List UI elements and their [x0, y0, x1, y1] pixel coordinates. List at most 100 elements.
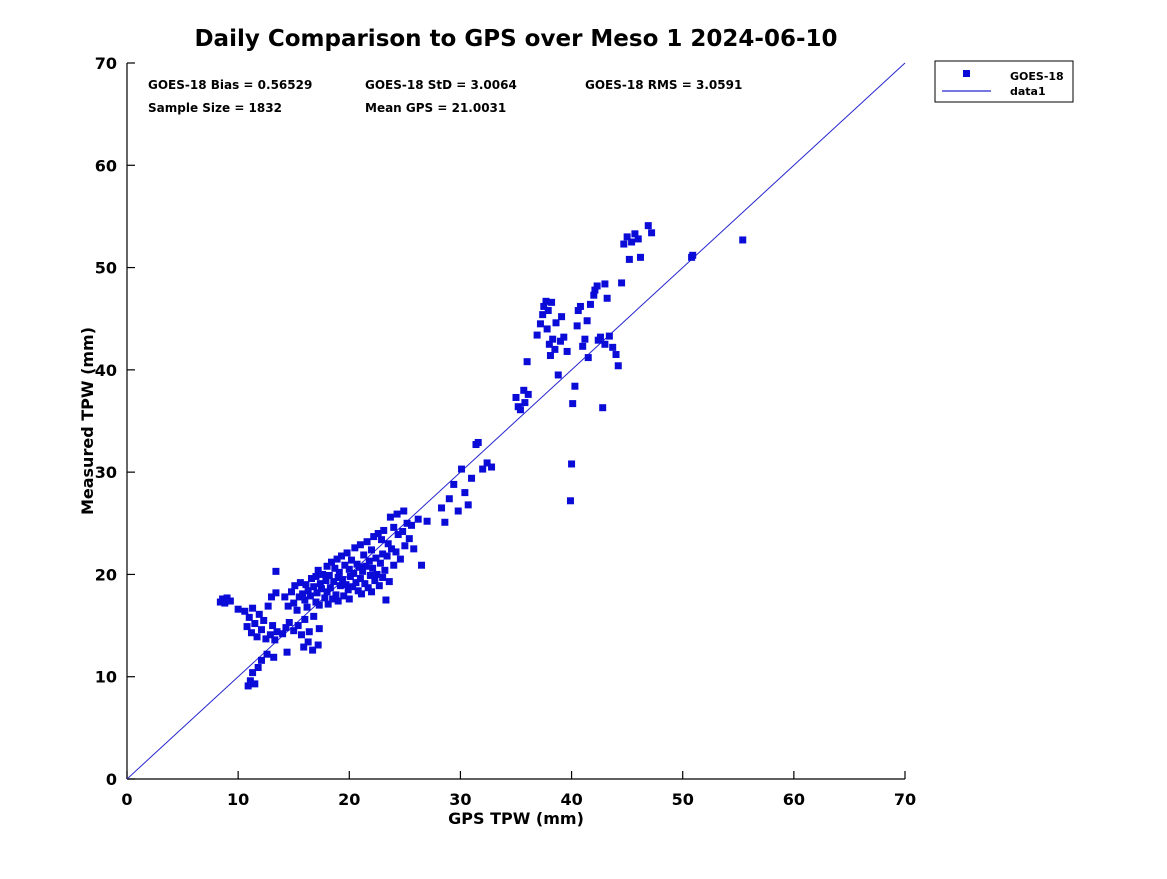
scatter-point [260, 616, 268, 624]
scatter-point [266, 631, 274, 639]
scatter-point [631, 230, 639, 238]
scatter-point [379, 550, 387, 558]
scatter-point [400, 507, 408, 515]
scatter-point [297, 631, 305, 639]
scatter-point [548, 298, 556, 306]
scatter-point [323, 562, 331, 570]
scatter-point [315, 625, 323, 633]
scatter-point [310, 583, 318, 591]
scatter-point [359, 567, 367, 575]
scatter-point [226, 597, 234, 605]
scatter-point [388, 545, 396, 553]
scatter-point [536, 320, 544, 328]
scatter-point [458, 465, 466, 473]
scatter-point [552, 319, 560, 327]
scatter-point [352, 579, 360, 587]
scatter-point [540, 302, 548, 310]
scatter-point [648, 229, 656, 237]
scatter-point [628, 238, 636, 246]
scatter-point [689, 251, 697, 259]
scatter-point [390, 561, 398, 569]
y-tick-label: 60 [95, 156, 117, 175]
scatter-point [601, 340, 609, 348]
scatter-point [563, 347, 571, 355]
scatter-point [365, 557, 373, 565]
scatter-point [368, 546, 376, 554]
identity-line [126, 62, 906, 780]
scatter-point [380, 526, 388, 534]
scatter-point [351, 544, 359, 552]
stat-std: GOES-18 StD = 3.0064 [365, 78, 517, 92]
legend-marker-goes18 [963, 70, 970, 77]
scatter-point [263, 650, 271, 658]
scatter-point [569, 400, 577, 408]
scatter-point [381, 566, 389, 574]
scatter-point [251, 680, 259, 688]
axes: 0 10 20 30 40 50 60 70 0 10 20 30 40 50 60 70 [95, 54, 916, 809]
scatter-point [603, 294, 611, 302]
scatter-point [450, 480, 458, 488]
scatter-point [287, 588, 295, 596]
scatter-point [583, 317, 591, 325]
scatter-point [271, 636, 279, 644]
scatter-point [488, 463, 496, 471]
scatter-point [376, 559, 384, 567]
scatter-point [556, 337, 564, 345]
scatter-point [316, 580, 324, 588]
scatter-point [408, 521, 416, 529]
scatter-point [512, 393, 520, 401]
scatter-point [244, 682, 252, 690]
scatter-point [520, 386, 528, 394]
scatter-point [599, 404, 607, 412]
scatter-point [396, 555, 404, 563]
scatter-point [385, 578, 393, 586]
scatter-point [369, 564, 377, 572]
stat-sample-size: Sample Size = 1832 [148, 101, 282, 115]
scatter-point [296, 579, 304, 587]
scatter-point [573, 322, 581, 330]
scatter-point [403, 519, 411, 527]
scatter-point [392, 548, 400, 556]
scatter-point [246, 677, 254, 685]
scatter-point [309, 646, 317, 654]
scatter-point [304, 587, 312, 595]
scatter-point [410, 545, 418, 553]
scatter-point [545, 340, 553, 348]
scatter-point [576, 302, 584, 310]
scatter-point [305, 628, 313, 636]
scatter-point [568, 460, 576, 468]
scatter-point [344, 586, 352, 594]
scatter-point [301, 596, 309, 604]
scatter-point [618, 279, 626, 287]
y-tick-label: 30 [95, 463, 117, 482]
scatter-point [566, 497, 574, 505]
scatter-point [386, 513, 394, 521]
scatter-point [360, 551, 368, 559]
scatter-point [533, 331, 541, 339]
scatter-point [644, 222, 652, 230]
scatter-point [620, 240, 628, 248]
scatter-point [219, 595, 227, 603]
scatter-point [306, 592, 314, 600]
scatter-point [247, 629, 255, 637]
scatter-point [356, 541, 364, 549]
scatter-point [262, 635, 270, 643]
scatter-point [342, 581, 350, 589]
scatter-point [272, 589, 280, 597]
scatter-point [418, 561, 426, 569]
scatter-point [264, 602, 272, 610]
legend[interactable]: GOES-18 data1 [934, 60, 1074, 103]
scatter-point [593, 282, 601, 290]
scatter-point [394, 531, 402, 539]
scatter-point [349, 583, 357, 591]
scatter-point [591, 286, 599, 294]
legend-box [934, 60, 1074, 103]
scatter-point [539, 311, 547, 319]
scatter-point [612, 351, 620, 359]
scatter-point [521, 399, 529, 407]
scatter-point [304, 638, 312, 646]
scatter-point [269, 622, 277, 630]
scatter-point [251, 620, 259, 628]
scatter-point [393, 510, 401, 518]
